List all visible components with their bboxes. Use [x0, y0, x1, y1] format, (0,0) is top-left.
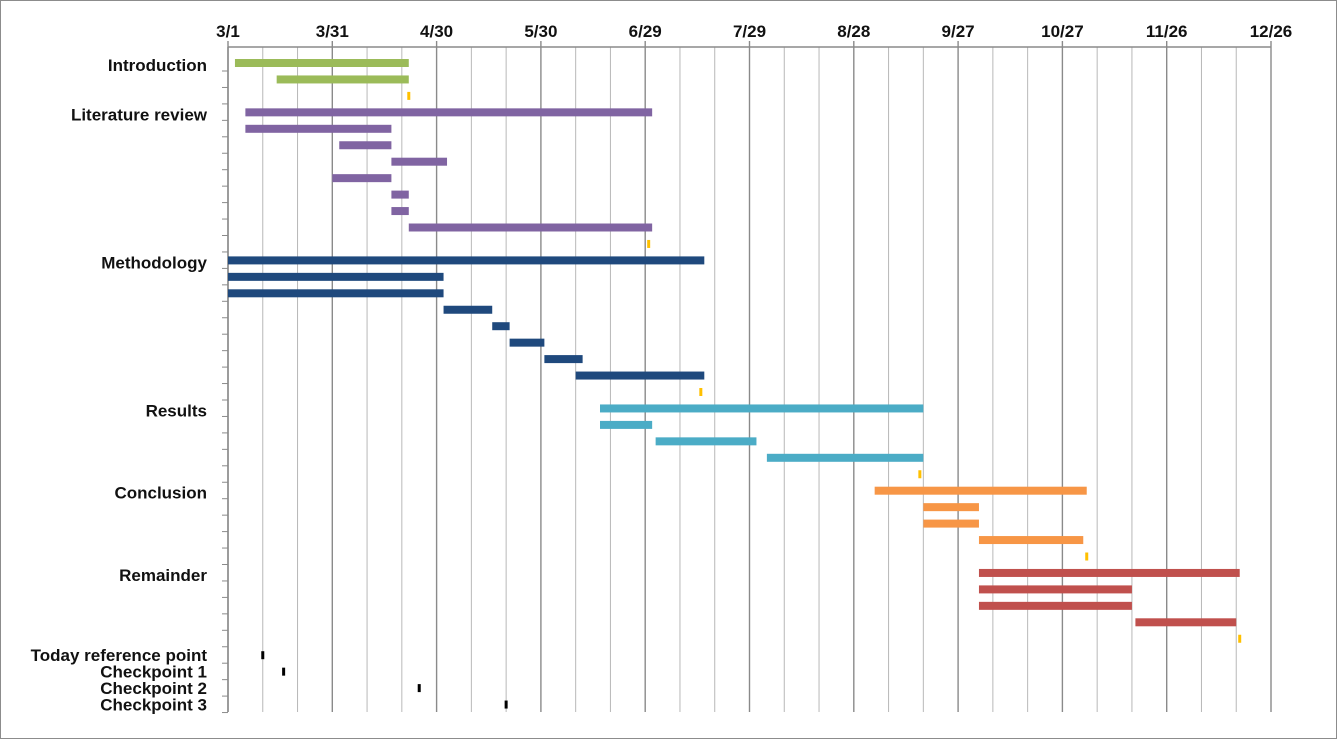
x-tick-label: 3/31 — [316, 22, 349, 41]
category-label: Methodology — [101, 253, 207, 272]
task-bar — [978, 536, 1084, 545]
x-tick-label: 3/1 — [216, 22, 240, 41]
task-bar — [492, 322, 510, 331]
task-bar — [600, 404, 924, 413]
x-tick-label: 11/26 — [1146, 22, 1188, 41]
milestone-marker — [407, 91, 411, 100]
x-axis: 3/1 3/31 4/30 5/30 6/29 7/29 8/28 9/27 10/27 11/2… — [216, 22, 1293, 714]
category-label: Conclusion — [114, 484, 207, 503]
task-bar — [228, 289, 444, 298]
task-bar — [228, 256, 705, 265]
task-bar — [339, 141, 392, 150]
task-bar — [978, 585, 1132, 594]
task-bar — [1135, 618, 1237, 627]
task-bar — [408, 223, 653, 232]
milestone-marker — [918, 470, 922, 479]
reference-marker — [417, 684, 421, 693]
x-tick-label: 9/27 — [942, 22, 975, 41]
task-bar — [923, 519, 979, 528]
task-bar — [245, 124, 392, 133]
category-labels: Introduction Literature review Methodology… — [31, 56, 208, 715]
reference-label: Checkpoint 2 — [100, 679, 207, 698]
milestone-marker — [1085, 552, 1089, 561]
reference-marker — [504, 700, 508, 709]
task-bar — [391, 190, 409, 199]
task-bar — [600, 420, 653, 429]
task-bar — [391, 157, 448, 166]
task-bar — [332, 174, 392, 183]
milestone-marker — [1238, 634, 1242, 643]
task-bar — [655, 437, 757, 446]
x-tick-label: 7/29 — [733, 22, 766, 41]
task-bar — [245, 108, 653, 117]
x-tick-label: 12/26 — [1250, 22, 1293, 41]
reference-marker — [282, 667, 286, 676]
task-bar — [509, 338, 545, 347]
task-bar — [874, 486, 1087, 495]
task-bar — [276, 75, 409, 84]
category-label: Results — [146, 401, 207, 420]
x-tick-label: 8/28 — [837, 22, 870, 41]
x-tick-label: 6/29 — [629, 22, 662, 41]
milestone-marker — [647, 239, 651, 248]
task-bar — [575, 371, 705, 380]
task-bar — [978, 601, 1132, 610]
x-tick-label: 10/27 — [1041, 22, 1084, 41]
task-bar — [978, 568, 1240, 577]
category-label: Introduction — [108, 56, 207, 75]
x-tick-label: 5/30 — [524, 22, 557, 41]
x-tick-label: 4/30 — [420, 22, 453, 41]
category-label: Remainder — [119, 566, 207, 585]
milestone-marker — [699, 388, 703, 396]
reference-label: Today reference point — [31, 646, 208, 665]
task-bar — [234, 59, 409, 67]
task-bar — [443, 305, 493, 314]
category-label: Literature review — [71, 105, 208, 124]
task-bar — [228, 272, 444, 281]
reference-label: Checkpoint 1 — [100, 663, 207, 682]
reference-label: Checkpoint 3 — [100, 696, 207, 715]
task-bar — [923, 503, 979, 512]
task-bar — [766, 453, 924, 462]
task-bar — [544, 355, 583, 364]
reference-marker — [261, 651, 265, 660]
task-bar — [391, 207, 409, 216]
task-bars — [228, 59, 1242, 709]
